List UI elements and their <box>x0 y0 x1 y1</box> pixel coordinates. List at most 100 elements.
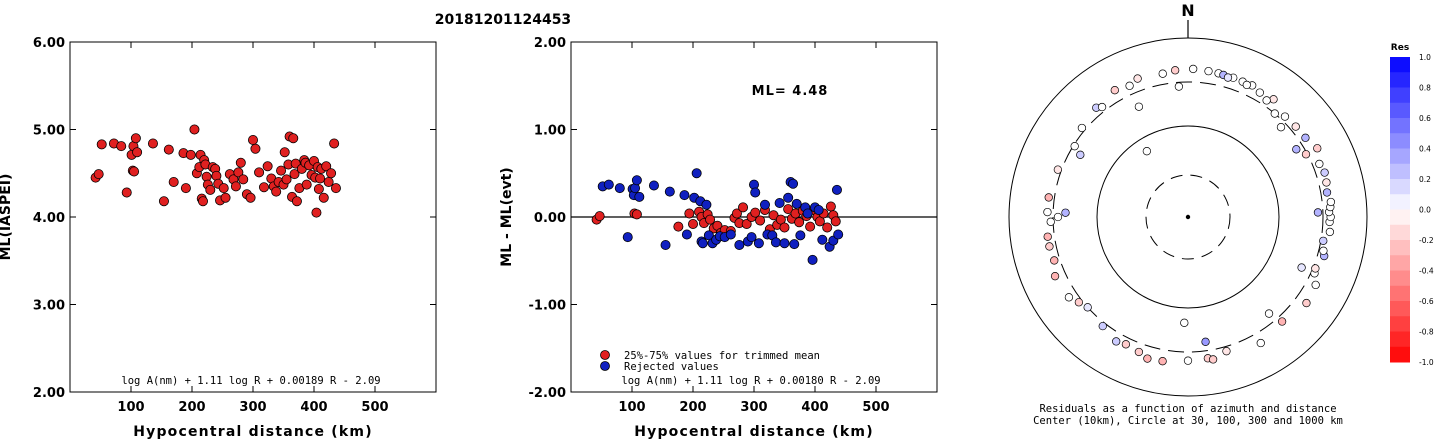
plot1-x-tick-label: 500 <box>862 400 889 415</box>
plot0-x-tick-label: 300 <box>239 400 266 415</box>
colorbar-tick-label: 0.8 <box>1419 84 1431 93</box>
rejected-point <box>833 229 844 240</box>
station-residual-point <box>1183 356 1193 365</box>
station-residual-point <box>1158 357 1167 366</box>
station-point <box>218 183 229 194</box>
station-residual-point <box>1134 347 1144 357</box>
rejected-point <box>691 168 702 179</box>
station-residual-point <box>1208 355 1218 364</box>
legend-trimmed-label: 25%-75% values for trimmed mean <box>624 350 820 362</box>
rejected-point <box>759 199 770 210</box>
plot0-y-tick-label: 6.00 <box>33 36 65 51</box>
station-point <box>189 124 200 135</box>
station-point <box>291 196 302 207</box>
colorbar-tick-label: 0.2 <box>1419 175 1431 184</box>
trimmed-mean-point <box>731 208 742 219</box>
plot2-x-label: Hypocentral distance (km) <box>634 424 874 440</box>
plot2-x-axis: 100 200 300 400 500 <box>618 42 890 415</box>
plot1-x-tick-label: 400 <box>801 400 828 415</box>
station-point <box>330 183 341 194</box>
station-residual-point <box>1044 193 1053 202</box>
station-point <box>205 184 216 195</box>
ml-residual-panel: -2.00 -1.00 0.00 1.00 2.00 100 200 300 400 500 M… <box>499 36 938 440</box>
colorbar-swatch <box>1390 179 1410 195</box>
figure-title: 20181201124453 <box>435 12 571 28</box>
plot1-x-tick-label: 200 <box>679 400 706 415</box>
station-point <box>326 168 337 179</box>
colorbar-swatch <box>1390 285 1410 302</box>
plot0-x-tick-label: 100 <box>117 400 144 415</box>
colorbar-swatch <box>1390 240 1410 256</box>
station-residual-point <box>1280 112 1290 121</box>
trimmed-mean-point <box>688 218 699 229</box>
circle-1000km <box>1008 37 1368 397</box>
colorbar-tick-label: 0.6 <box>1419 114 1431 123</box>
colorbar-tick-label: -0.2 <box>1419 236 1434 245</box>
plot0-y-tick-label: 4.00 <box>33 211 65 226</box>
station-residual-point <box>1125 81 1134 90</box>
rejected-point <box>622 232 633 243</box>
trimmed-mean-point <box>825 201 836 212</box>
station-residual-point <box>1097 102 1107 112</box>
rejected-point <box>789 239 800 250</box>
station-residual-point <box>1061 208 1070 217</box>
rejected-point <box>660 239 671 250</box>
station-residual-point <box>1292 145 1301 154</box>
station-point <box>168 176 179 187</box>
station-residual-point <box>1297 263 1306 272</box>
rejected-point <box>614 183 625 194</box>
station-residual-point <box>1201 337 1210 346</box>
colorbar-tick-label: 1.0 <box>1419 53 1431 62</box>
station-residual-point <box>1050 272 1060 281</box>
station-point <box>289 169 300 180</box>
plot1-y-tick-label: -1.00 <box>529 299 566 314</box>
rejected-point <box>648 180 659 191</box>
station-residual-point <box>1277 317 1287 326</box>
plot1-points <box>90 124 341 218</box>
station-point <box>321 161 332 172</box>
azimuth-residual-panel: N Residuals as a function of azimuth and… <box>1008 1 1368 427</box>
trimmed-mean-point <box>738 202 749 213</box>
colorbar-swatch <box>1390 163 1410 180</box>
station-residual-point <box>1322 178 1331 187</box>
rejected-point <box>770 237 781 248</box>
station-point <box>311 207 322 218</box>
rejected-point <box>725 229 736 240</box>
station-residual-point <box>1313 144 1322 153</box>
circle-300km <box>1052 81 1324 353</box>
plot2-points <box>591 168 844 265</box>
colorbar-tick-label: 0.0 <box>1419 206 1431 215</box>
rejected-point <box>774 197 785 208</box>
station-residual-point <box>1053 165 1063 174</box>
colorbar-swatch <box>1390 133 1410 149</box>
rejected-point <box>681 229 692 240</box>
station-point <box>279 147 290 158</box>
rejected-point <box>701 199 712 210</box>
trimmed-mean-point <box>768 210 779 221</box>
station-point <box>301 179 312 190</box>
station-residual-point <box>1313 208 1323 217</box>
rejected-point <box>753 238 764 249</box>
station-residual-point <box>1158 69 1167 78</box>
station-residual-point <box>1043 232 1052 241</box>
trimmed-mean-point <box>684 208 695 219</box>
colorbar-tick-label: -0.4 <box>1419 267 1434 276</box>
station-residual-point <box>1046 217 1055 226</box>
station-point <box>180 183 191 194</box>
plot1-y-label: ML(IASPEI) <box>0 174 14 261</box>
station-residual-point <box>1053 212 1063 222</box>
station-residual-point <box>1320 168 1329 177</box>
station-point <box>129 166 140 177</box>
colorbar-swatch <box>1390 102 1410 119</box>
colorbar-swatch <box>1390 209 1410 226</box>
residual-colorbar: Res 1.0 0.8 0.6 0.4 0.2 0.0 -0.2 -0.4 -0.6 -0.8 -1… <box>1390 43 1434 367</box>
rejected-point <box>634 191 645 202</box>
plot2-legend: 25%-75% values for trimmed mean Rejected… <box>600 350 820 373</box>
plot1-frame <box>69 41 437 393</box>
circle-100km <box>1096 125 1280 309</box>
station-residual-point <box>1171 66 1180 75</box>
plot0-x-tick-label: 500 <box>361 400 388 415</box>
plot1-x-axis: 100 200 300 400 500 <box>117 42 389 415</box>
station-residual-point <box>1180 318 1189 327</box>
